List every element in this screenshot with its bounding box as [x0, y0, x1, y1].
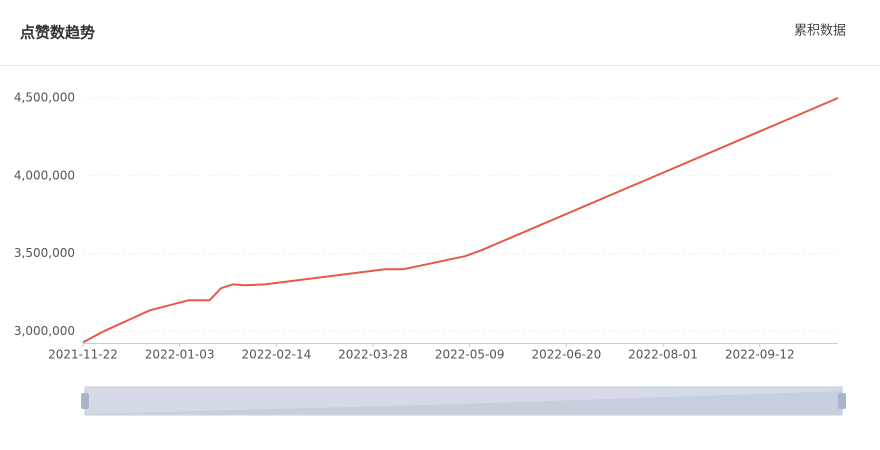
- x-tick-label: 2022-01-03: [145, 348, 215, 362]
- slider-preview: [85, 391, 842, 414]
- slider-handle[interactable]: [81, 393, 89, 409]
- x-tick-label: 2022-02-14: [241, 348, 311, 362]
- line-series: [82, 97, 839, 344]
- y-tick-label: 3,000,000: [14, 324, 75, 338]
- x-tick-label: 2022-09-12: [725, 348, 795, 362]
- x-tick-label: 2022-08-01: [628, 348, 698, 362]
- slider-handle[interactable]: [838, 393, 846, 409]
- cumulative-toggle[interactable]: 累积数据: [794, 24, 846, 39]
- x-tick-label: 2022-06-20: [532, 348, 602, 362]
- x-tick-label: 2022-05-09: [435, 348, 505, 362]
- zoom-slider[interactable]: [81, 386, 846, 416]
- y-tick-label: 4,500,000: [14, 91, 75, 105]
- x-tick-label: 2022-03-28: [338, 348, 408, 362]
- chart-title: 点赞数趋势: [20, 24, 95, 42]
- y-tick-label: 3,500,000: [14, 246, 75, 260]
- x-tick-label: 2021-11-22: [48, 348, 118, 362]
- y-tick-label: 4,000,000: [14, 168, 75, 182]
